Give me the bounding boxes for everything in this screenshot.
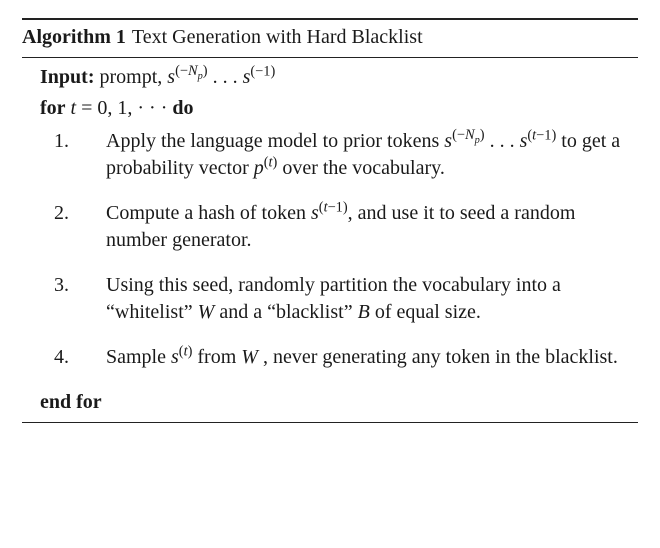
- algorithm-body: Input: prompt, s(−Np) . . . s(−1) for t …: [22, 64, 638, 416]
- step-num: 3.: [40, 272, 106, 326]
- input-label: Input:: [40, 66, 94, 88]
- rule-mid: [22, 57, 638, 58]
- step-4: 4. Sample s(t) from W , never generating…: [40, 344, 638, 371]
- step-3: 3. Using this seed, randomly partition t…: [40, 272, 638, 326]
- rule-top: [22, 18, 638, 20]
- input-ellipsis: . . .: [208, 66, 243, 88]
- algorithm-title: Text Generation with Hard Blacklist: [132, 24, 423, 51]
- for-keyword: for: [40, 97, 66, 119]
- input-line: Input: prompt, s(−Np) . . . s(−1): [40, 64, 638, 91]
- step-text: Compute a hash of token s(t−1), and use …: [106, 200, 638, 254]
- rule-bottom: [22, 422, 638, 423]
- input-desc-pre: prompt,: [99, 66, 167, 88]
- step-1: 1. Apply the language model to prior tok…: [40, 128, 638, 182]
- step-text: Using this seed, randomly partition the …: [106, 272, 638, 326]
- step-text: Sample s(t) from W , never generating an…: [106, 344, 638, 371]
- end-for: end for: [40, 389, 638, 416]
- for-eq: = 0, 1, · · ·: [76, 97, 172, 119]
- algorithm-header: Algorithm 1 Text Generation with Hard Bl…: [22, 24, 638, 53]
- input-exp-1: (−Np): [175, 63, 208, 79]
- do-keyword: do: [172, 97, 193, 119]
- for-line: for t = 0, 1, · · · do: [40, 95, 638, 122]
- algorithm-label: Algorithm 1: [22, 24, 126, 51]
- input-sym-1: s: [167, 66, 175, 88]
- step-text: Apply the language model to prior tokens…: [106, 128, 638, 182]
- step-num: 1.: [40, 128, 106, 182]
- step-2: 2. Compute a hash of token s(t−1), and u…: [40, 200, 638, 254]
- input-exp-2: (−1): [250, 63, 275, 79]
- step-num: 4.: [40, 344, 106, 371]
- step-num: 2.: [40, 200, 106, 254]
